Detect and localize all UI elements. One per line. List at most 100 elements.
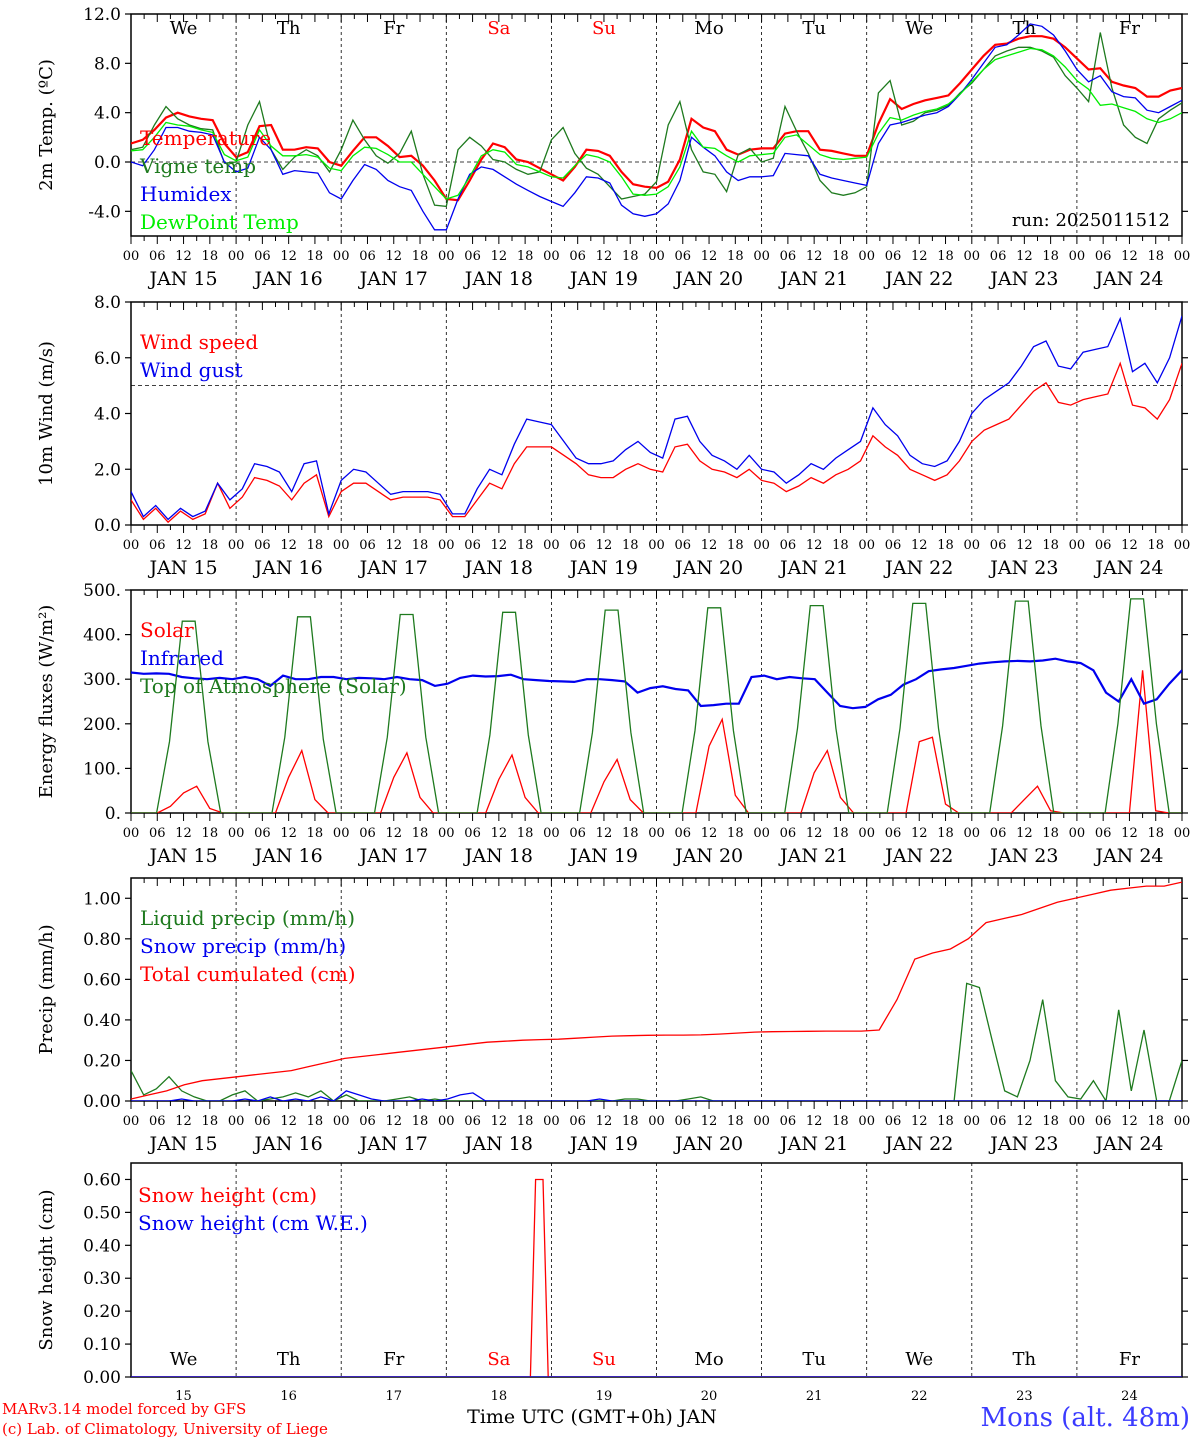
- hour-tick-label: 12: [1121, 249, 1138, 264]
- hour-tick-label: 06: [885, 826, 902, 841]
- y-tick-label: 0.60: [83, 970, 121, 990]
- date-number-label: 18: [491, 1389, 508, 1404]
- hour-tick-label: 18: [412, 249, 429, 264]
- weekday-label: Th: [277, 1349, 301, 1370]
- hour-tick-label: 18: [727, 1114, 744, 1129]
- hour-tick-label: 18: [202, 826, 219, 841]
- y-tick-label: 0.50: [83, 1203, 121, 1223]
- hour-tick-label: 12: [806, 538, 823, 553]
- legend-entry: Snow height (cm): [138, 1183, 317, 1207]
- hour-tick-label: 18: [727, 538, 744, 553]
- hour-tick-label: 00: [543, 538, 560, 553]
- hour-tick-label: 06: [464, 538, 481, 553]
- date-label: JAN 21: [778, 557, 848, 579]
- y-tick-label: 0.0: [94, 516, 121, 536]
- hour-tick-label: 18: [1042, 249, 1059, 264]
- hour-tick-label: 00: [1174, 538, 1191, 553]
- hour-tick-label: 18: [1147, 1114, 1164, 1129]
- hour-tick-label: 18: [517, 826, 534, 841]
- hour-tick-label: 06: [569, 249, 586, 264]
- hour-tick-label: 06: [569, 1114, 586, 1129]
- hour-tick-label: 06: [149, 538, 166, 553]
- date-label: JAN 20: [673, 1133, 743, 1155]
- hour-tick-label: 12: [806, 826, 823, 841]
- hour-tick-label: 18: [832, 249, 849, 264]
- hour-tick-label: 12: [491, 538, 508, 553]
- hour-tick-label: 00: [964, 249, 981, 264]
- hour-tick-label: 12: [806, 1114, 823, 1129]
- hour-tick-label: 18: [622, 249, 639, 264]
- y-tick-label: 0.: [105, 804, 121, 824]
- y-tick-label: 0.20: [83, 1051, 121, 1071]
- hour-tick-label: 12: [385, 249, 402, 264]
- hour-tick-label: 12: [280, 538, 297, 553]
- y-tick-label: 4.0: [94, 405, 121, 425]
- legend-entry: Snow height (cm W.E.): [138, 1211, 368, 1235]
- weekday-label: Th: [277, 18, 301, 39]
- hour-tick-label: 06: [359, 1114, 376, 1129]
- hour-tick-label: 00: [753, 826, 770, 841]
- hour-tick-label: 06: [675, 826, 692, 841]
- legend-entry: Vigne temp: [139, 154, 256, 178]
- date-label: JAN 18: [463, 557, 533, 579]
- y-tick-label: 0.40: [83, 1011, 121, 1031]
- hour-tick-label: 18: [727, 826, 744, 841]
- date-label: JAN 17: [358, 557, 428, 579]
- panel-1: -4.0 0.0 4.0 8.0 12.0 2m Temp. (ºC) 00 06 12 18 JA…: [36, 5, 1190, 290]
- hour-tick-label: 06: [254, 1114, 271, 1129]
- date-number-label: 24: [1121, 1389, 1138, 1404]
- station-label: Mons (alt. 48m): [981, 1403, 1190, 1433]
- hour-tick-label: 06: [149, 249, 166, 264]
- hour-tick-label: 00: [753, 249, 770, 264]
- y-tick-label: 200.: [83, 715, 121, 735]
- date-label: JAN 15: [147, 845, 217, 867]
- hour-tick-label: 12: [596, 538, 613, 553]
- weekday-label: Tu: [802, 18, 826, 39]
- hour-tick-label: 06: [359, 826, 376, 841]
- date-label: JAN 22: [883, 557, 953, 579]
- y-axis-title: 2m Temp. (ºC): [36, 59, 57, 191]
- date-number-label: 20: [701, 1389, 718, 1404]
- hour-tick-label: 06: [1095, 1114, 1112, 1129]
- hour-tick-label: 00: [123, 249, 140, 264]
- date-label: JAN 23: [988, 557, 1058, 579]
- date-label: JAN 20: [673, 845, 743, 867]
- date-label: JAN 23: [988, 845, 1058, 867]
- date-label: JAN 17: [358, 268, 428, 290]
- hour-tick-label: 06: [990, 249, 1007, 264]
- hour-tick-label: 06: [780, 538, 797, 553]
- hour-tick-label: 18: [937, 826, 954, 841]
- hour-tick-label: 06: [780, 249, 797, 264]
- date-label: JAN 17: [358, 845, 428, 867]
- hour-tick-label: 06: [1095, 249, 1112, 264]
- hour-tick-label: 12: [175, 538, 192, 553]
- hour-tick-label: 00: [858, 1114, 875, 1129]
- legend-entry: Wind speed: [140, 330, 258, 354]
- y-tick-label: 300.: [83, 670, 121, 690]
- run-annotation: run: 2025011512: [1012, 210, 1170, 231]
- series-line-2: [131, 1090, 1182, 1101]
- hour-tick-label: 12: [1016, 538, 1033, 553]
- plot-frame: [130, 301, 1183, 526]
- series-line-1: [131, 982, 1182, 1101]
- y-tick-label: 0.60: [83, 1170, 121, 1190]
- hour-tick-label: 06: [990, 1114, 1007, 1129]
- hour-tick-label: 06: [675, 249, 692, 264]
- weekday-label: We: [170, 18, 198, 39]
- date-label: JAN 18: [463, 268, 533, 290]
- date-label: JAN 20: [673, 557, 743, 579]
- hour-tick-label: 00: [228, 538, 245, 553]
- hour-tick-label: 18: [832, 1114, 849, 1129]
- hour-tick-label: 00: [753, 1114, 770, 1129]
- hour-tick-label: 18: [202, 249, 219, 264]
- hour-tick-label: 12: [280, 1114, 297, 1129]
- date-label: JAN 16: [253, 845, 323, 867]
- hour-tick-label: 18: [622, 826, 639, 841]
- weekday-label: Fr: [1119, 18, 1140, 39]
- hour-tick-label: 00: [964, 1114, 981, 1129]
- hour-tick-label: 18: [517, 249, 534, 264]
- hour-tick-label: 18: [202, 1114, 219, 1129]
- hour-tick-label: 00: [1069, 1114, 1086, 1129]
- legend-entry: Liquid precip (mm/h): [140, 906, 355, 930]
- hour-tick-label: 00: [123, 826, 140, 841]
